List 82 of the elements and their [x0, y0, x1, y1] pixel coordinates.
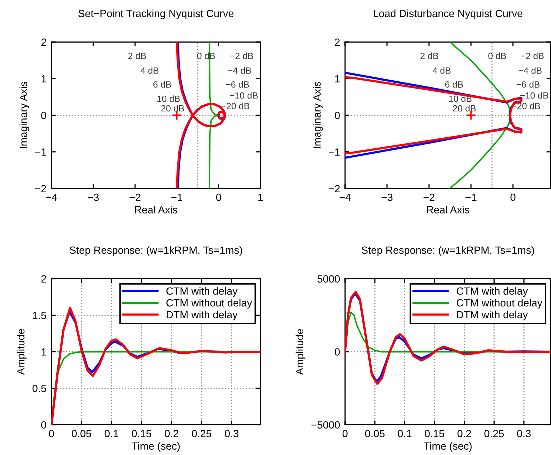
legend-label: CTM without delay — [456, 299, 543, 309]
y-tick-label: 2 — [335, 38, 340, 46]
x-axis-title: Time (sec) — [424, 442, 472, 452]
annotation: −6 dB — [516, 81, 540, 88]
annotation: 2 dB — [420, 52, 438, 60]
annotation: −20 dB — [222, 102, 250, 110]
annotation: 2 dB — [128, 52, 146, 60]
x-tick-label: −2 — [424, 194, 435, 202]
annotation: 10 dB — [158, 96, 180, 102]
y-axis-title: Imaginary Axis — [20, 82, 30, 148]
y-tick-label: −1 — [329, 148, 340, 156]
chart-title: Load Disturbance Nyquist Curve — [374, 10, 523, 20]
y-tick-label: −2 — [35, 185, 46, 192]
x-axis-title: Real Axis — [427, 206, 470, 214]
x-tick-label: −3 — [382, 194, 393, 202]
annotation: −4 dB — [518, 67, 542, 74]
legend-label: DTM with delay — [457, 310, 528, 321]
annotation: 4 dB — [140, 67, 159, 74]
y-tick-label: 1.5 — [33, 312, 46, 320]
y-tick-label: 0 — [335, 112, 340, 120]
annotation: 20 dB — [162, 105, 184, 112]
legend-label: CTM with delay — [456, 287, 528, 298]
legend-label: DTM with delay — [166, 310, 238, 321]
y-tick-label: 2 — [42, 276, 46, 283]
annotation: −10 dB — [520, 92, 548, 99]
y-tick-label: 0 — [41, 112, 46, 120]
y-tick-label: −1 — [35, 148, 46, 156]
y-axis-title: Amplitude — [296, 329, 306, 376]
x-tick-label: 0.05 — [72, 430, 92, 438]
x-tick-label: 0.1 — [104, 430, 118, 438]
annotation: −2 dB — [521, 52, 544, 60]
x-tick-label: 0.05 — [365, 430, 385, 438]
x-tick-label: −3 — [88, 194, 99, 202]
y-tick-label: 0 — [41, 422, 46, 429]
x-tick-label: 0 — [510, 194, 516, 202]
y-tick-label: 0.5 — [32, 385, 46, 392]
y-tick-label: −2 — [329, 185, 340, 192]
y-axis-title: Imaginary Axis — [313, 82, 324, 148]
annotation: 0 dB — [488, 52, 506, 60]
annotation: 6 dB — [445, 81, 464, 88]
x-tick-label: 0.1 — [398, 430, 412, 438]
y-tick-label: 1 — [335, 76, 340, 83]
y-axis-title: Amplitude — [17, 329, 27, 376]
x-tick-label: 0.15 — [132, 430, 152, 438]
x-tick-label: 1 — [258, 194, 264, 202]
y-tick-label: 2 — [42, 38, 46, 46]
legend-label: CTM with delay — [166, 287, 238, 298]
annotation: 6 dB — [154, 81, 172, 88]
legend-label: CTM without delay — [166, 299, 252, 309]
annotation: −4 dB — [228, 67, 252, 74]
annotation: −6 dB — [226, 81, 250, 88]
x-axis-title: Real Axis — [135, 206, 178, 214]
y-tick-label: −5000 — [312, 422, 340, 429]
annotation: −10 dB — [230, 92, 258, 99]
annotation: −2 dB — [230, 52, 254, 60]
x-tick-label: −4 — [46, 194, 58, 202]
x-tick-label: 0.2 — [458, 430, 472, 438]
annotation: 20 dB — [453, 105, 476, 112]
x-tick-label: −4 — [340, 194, 351, 202]
y-tick-label: 1 — [42, 348, 46, 356]
x-tick-label: 0.15 — [425, 430, 444, 438]
y-tick-label: 5000 — [318, 276, 340, 283]
x-tick-label: −1 — [466, 194, 477, 202]
x-tick-label: 0 — [49, 430, 54, 438]
x-tick-label: −2 — [130, 194, 141, 202]
x-tick-label: 0.3 — [225, 430, 239, 438]
line-series — [450, 42, 512, 189]
annotation: 4 dB — [432, 67, 451, 74]
x-tick-label: 0.3 — [517, 430, 531, 438]
x-tick-label: 0 — [342, 430, 348, 438]
chart-title: Step Response: (w=1kRPM, Ts=1ms) — [362, 246, 534, 256]
annotation: −20 dB — [512, 102, 540, 110]
y-tick-label: 0 — [335, 348, 340, 356]
x-axis-title: Time (sec) — [132, 442, 180, 452]
x-tick-label: 0.25 — [484, 430, 504, 438]
y-tick-label: 1 — [42, 76, 46, 83]
chart-title: Set−Point Tracking Nyquist Curve — [78, 10, 234, 20]
chart-title: Step Response: (w=1kRPM, Ts=1ms) — [70, 246, 242, 256]
x-tick-label: −1 — [172, 194, 183, 202]
x-tick-label: 0 — [216, 194, 222, 202]
x-tick-label: 0.25 — [192, 430, 212, 438]
x-tick-label: 0.2 — [164, 430, 179, 438]
